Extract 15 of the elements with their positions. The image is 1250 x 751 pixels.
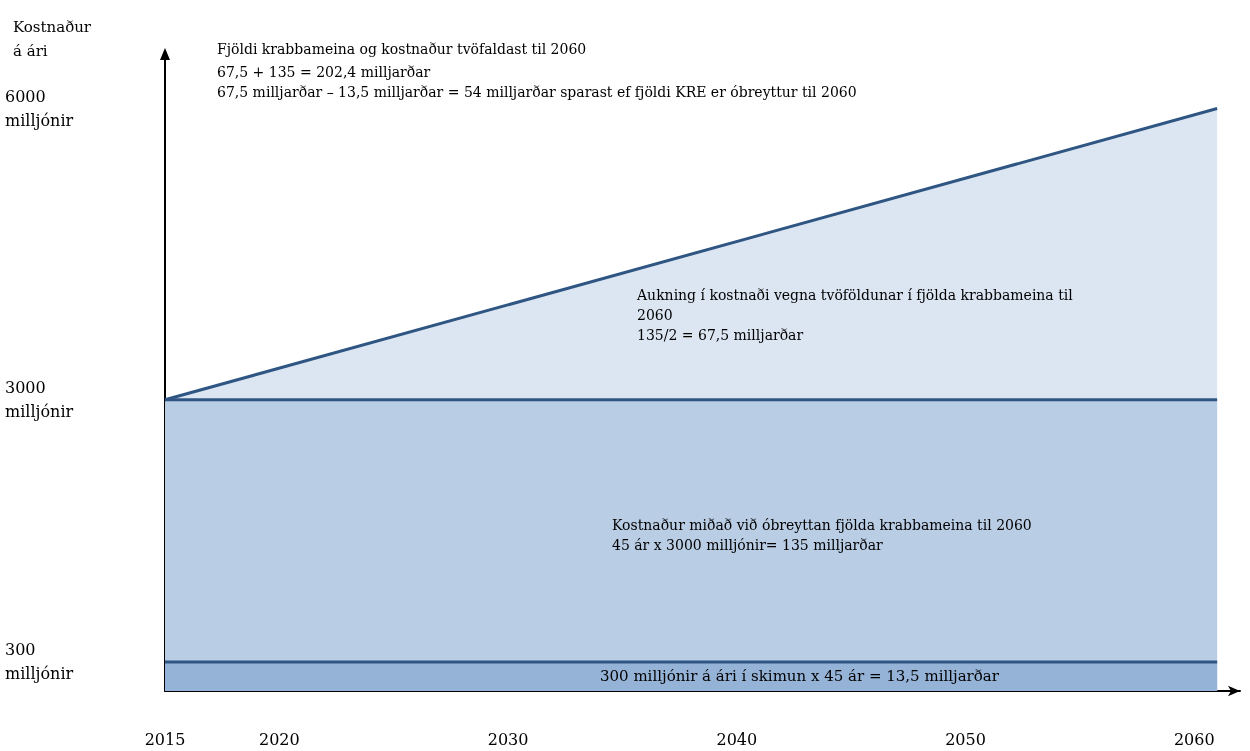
annotation: Kostnaður miðað við óbreyttan fjölda krabbameina til 2060 45 ár x 3000 milljónir= 135 milljarðar (612, 517, 1032, 553)
y-axis-title: Kostnaður á ári (13, 18, 92, 60)
x-tick-label: 2060 (1173, 729, 1215, 749)
y-tick-label: 300 milljónir (5, 640, 74, 684)
x-tick-label: 2020 (259, 729, 300, 749)
x-tick-label: 2015 (144, 729, 186, 749)
x-tick-label: 2030 (487, 729, 529, 749)
chart-title: Fjöldi krabbameina og kostnaður tvöfaldast til 2060 (217, 41, 587, 57)
text: 67,5 + 135 = 202,4 milljarðar 67,5 milljarðar – 13,5 milljarðar = 54 milljarðar sparast ef fjöldi KRE er óbreyttur til 2060 (217, 64, 857, 100)
annotation: Aukning í kostnaði vegna tvöföldunar í fjölda krabbameina til 2060 135/2 = 67,5 milljarðar (636, 287, 1074, 343)
x-tick-label: 2040 (716, 729, 758, 749)
y-tick-label: 3000 milljónir (5, 378, 74, 422)
y-tick-label: 6000 milljónir (5, 87, 74, 131)
x-tick-label: 2050 (945, 729, 986, 749)
annotation: 300 milljónir á ári í skimun x 45 ár = 13,5 milljarðar (600, 667, 1000, 685)
